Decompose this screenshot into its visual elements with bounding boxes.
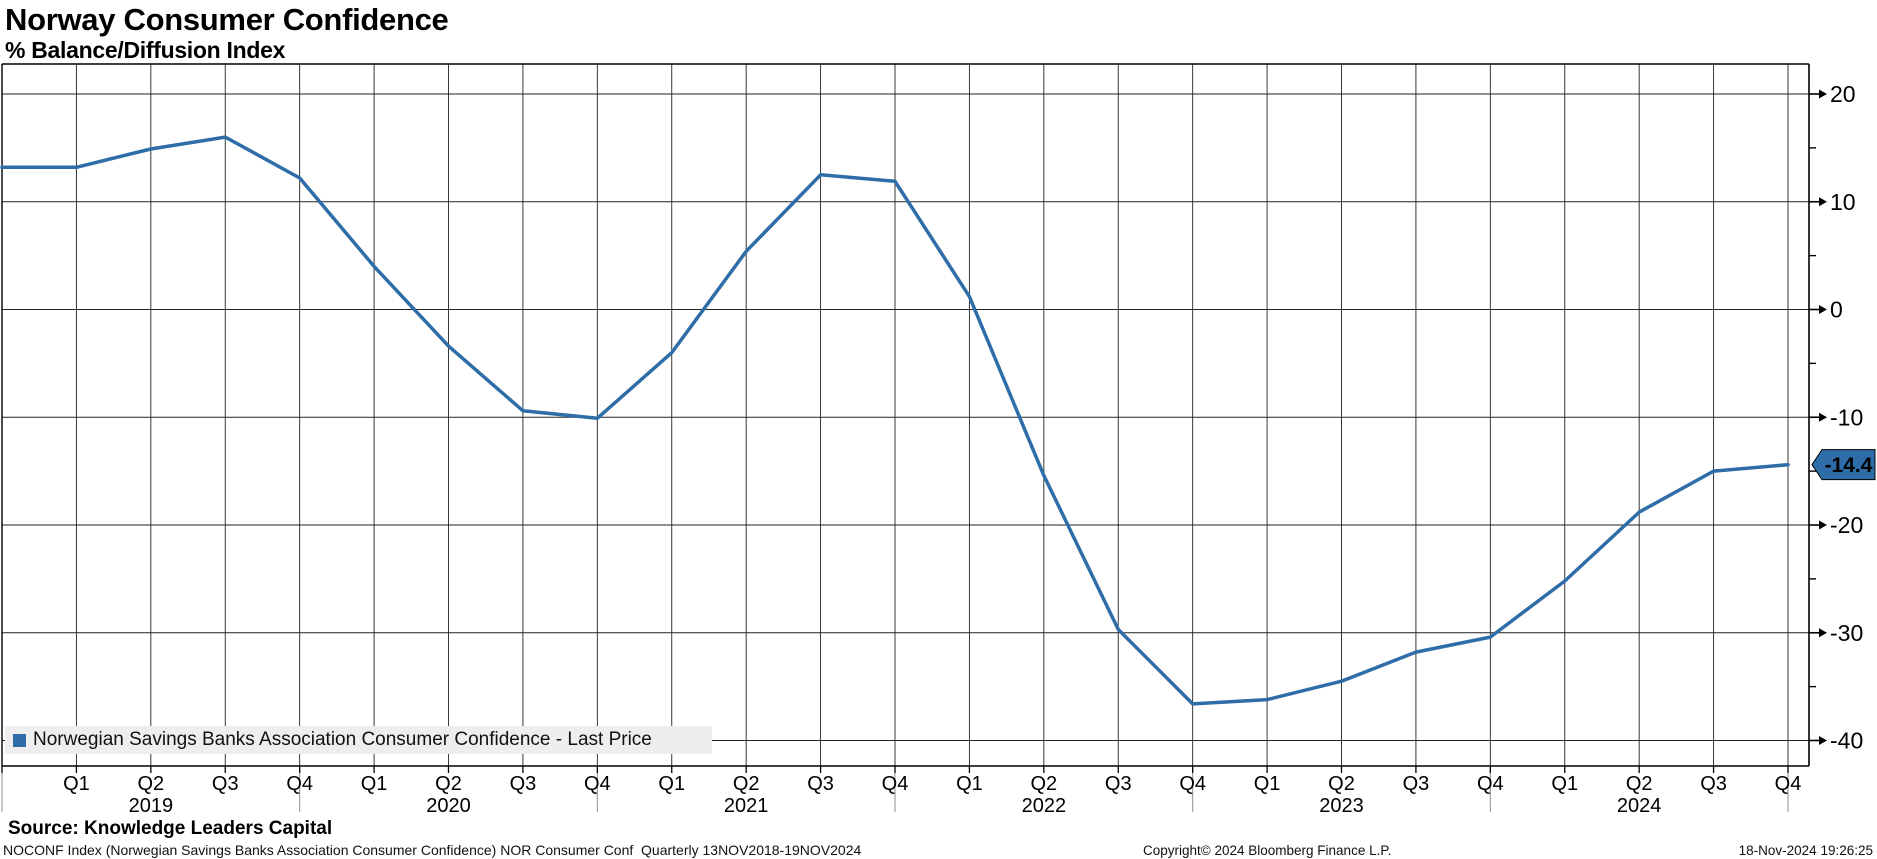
x-tick-label: Q4 (1179, 773, 1206, 795)
copyright-note: Copyright© 2024 Bloomberg Finance L.P. (1143, 843, 1392, 858)
y-tick-arrow-icon (1819, 736, 1827, 745)
x-tick-label: Q4 (1477, 773, 1504, 795)
x-year-label: 2021 (724, 795, 769, 817)
x-tick-label: Q4 (1775, 773, 1802, 795)
x-tick-label: Q2 (1328, 773, 1355, 795)
x-tick-label: Q2 (435, 773, 462, 795)
y-tick-label: 10 (1830, 189, 1856, 215)
x-tick-label: Q1 (1254, 773, 1281, 795)
y-tick-label: 0 (1830, 297, 1843, 323)
x-year-label: 2019 (129, 795, 174, 817)
y-tick-label: -40 (1830, 728, 1863, 754)
x-tick-label: Q1 (1551, 773, 1578, 795)
x-tick-label: Q4 (882, 773, 909, 795)
x-tick-label: Q1 (956, 773, 983, 795)
x-tick-label: Q2 (1626, 773, 1653, 795)
x-tick-label: Q4 (286, 773, 313, 795)
x-tick-label: Q3 (1403, 773, 1430, 795)
legend-item[interactable]: Norwegian Savings Banks Association Cons… (5, 726, 712, 754)
x-tick-label: Q3 (807, 773, 834, 795)
x-tick-label: Q2 (137, 773, 164, 795)
y-tick-arrow-icon (1819, 412, 1827, 422)
x-tick-label: Q3 (1700, 773, 1727, 795)
series-line (0, 135, 1790, 706)
series-swatch-icon (13, 733, 26, 747)
page-title: Norway Consumer Confidence (5, 2, 449, 37)
legend-label: Norwegian Savings Banks Association Cons… (33, 729, 652, 750)
x-year-label: 2022 (1022, 795, 1067, 817)
y-tick-arrow-icon (1819, 305, 1827, 314)
x-tick-label: Q1 (658, 773, 685, 795)
y-tick-label: 20 (1830, 81, 1856, 107)
y-tick-arrow-icon (1819, 197, 1827, 207)
timestamp: 18-Nov-2024 19:26:25 (1738, 843, 1873, 858)
x-tick-label: Q3 (510, 773, 537, 795)
y-tick-label: -10 (1830, 404, 1863, 430)
ticker-description: NOCONF Index (Norwegian Savings Banks As… (3, 842, 862, 858)
x-year-label: 2023 (1319, 795, 1364, 817)
y-tick-arrow-icon (1819, 628, 1827, 638)
x-tick-label: Q2 (1030, 773, 1057, 795)
y-tick-label: -20 (1830, 512, 1863, 538)
source-note: Source: Knowledge Leaders Capital (8, 818, 333, 839)
x-tick-label: Q1 (361, 773, 388, 795)
x-year-label: 2024 (1617, 795, 1662, 817)
last-price-label: -14.4 (1825, 454, 1873, 477)
y-tick-arrow-icon (1819, 520, 1827, 530)
y-tick-label: -30 (1830, 620, 1863, 646)
x-tick-label: Q4 (584, 773, 611, 795)
x-tick-label: Q3 (1105, 773, 1132, 795)
chart-ylabel: % Balance/Diffusion Index (5, 37, 286, 63)
x-tick-label: Q3 (212, 773, 239, 795)
x-year-label: 2020 (426, 795, 471, 817)
y-tick-arrow-icon (1819, 89, 1827, 99)
last-price-tag (1811, 449, 1876, 481)
x-tick-label: Q1 (63, 773, 90, 795)
x-tick-label: Q2 (733, 773, 760, 795)
